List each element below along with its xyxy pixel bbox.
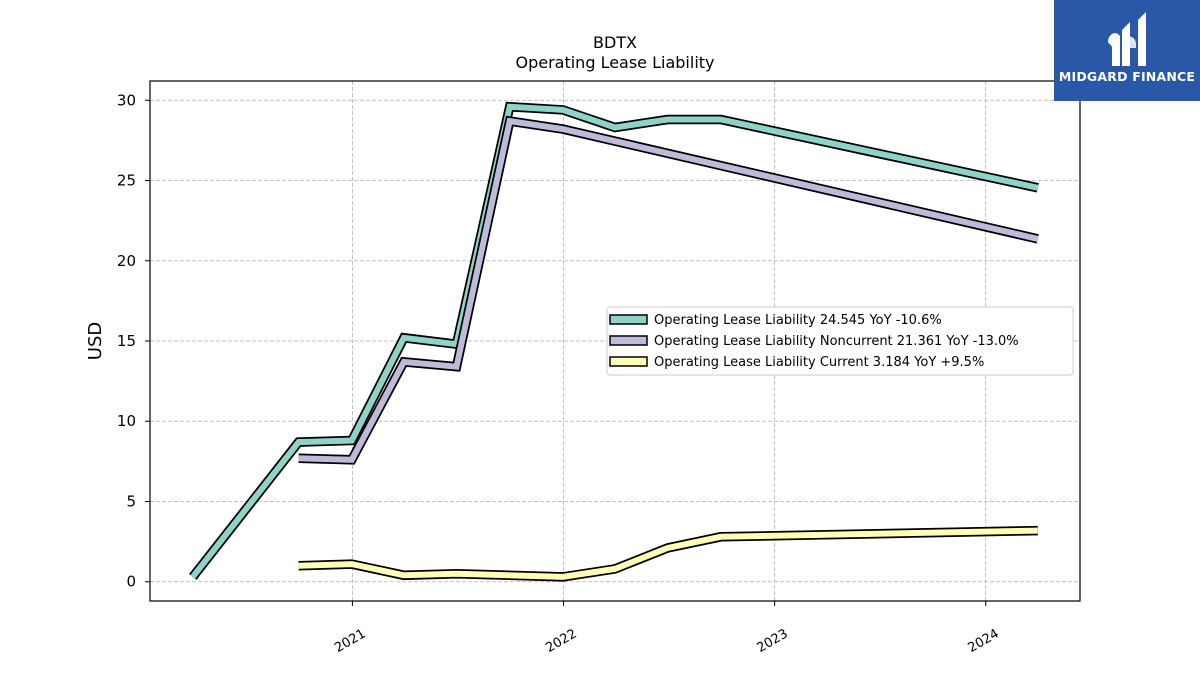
legend-box <box>606 306 1074 376</box>
series-line-2 <box>298 527 1038 580</box>
y-tick-label: 15 <box>117 332 136 350</box>
series-outline-2 <box>298 525 1038 582</box>
y-axis: 0 5 10 15 20 25 30 <box>117 91 150 591</box>
x-tick-label: 2021 <box>332 626 368 656</box>
legend: Operating Lease Liability 24.545 YoY -10… <box>606 306 1074 376</box>
x-tick-label: 2023 <box>754 626 790 656</box>
y-tick-label: 20 <box>117 252 136 270</box>
x-tick-label: 2024 <box>966 626 1002 656</box>
y-axis-label: USD <box>85 322 106 360</box>
y-tick-label: 5 <box>126 492 136 510</box>
logo-text: MIDGARD FINANCE <box>1058 69 1196 84</box>
legend-swatch <box>609 335 648 346</box>
x-tick-label: 2022 <box>543 626 579 656</box>
series-layer <box>189 101 1039 582</box>
legend-swatch <box>609 356 648 367</box>
midgard-finance-logo: MIDGARD FINANCE <box>1054 0 1200 101</box>
series-line-0 <box>190 103 1039 579</box>
legend-swatch <box>609 314 648 325</box>
series-line-1 <box>298 117 1039 463</box>
midgard-finance-logo-icon <box>1108 12 1146 66</box>
chart-subtitle: Operating Lease Liability <box>515 53 714 72</box>
y-tick-label: 30 <box>117 91 136 109</box>
y-tick-label: 10 <box>117 412 136 430</box>
y-tick-label: 25 <box>117 172 136 190</box>
legend-label: Operating Lease Liability 24.545 YoY -10… <box>654 313 942 328</box>
legend-label: Operating Lease Liability Current 3.184 … <box>654 355 984 370</box>
legend-label: Operating Lease Liability Noncurrent 21.… <box>654 334 1019 349</box>
chart-title: BDTX <box>593 33 637 52</box>
y-tick-label: 0 <box>126 573 136 591</box>
series-outline-1 <box>298 115 1039 465</box>
x-axis: 2021 2022 2023 2024 <box>332 601 1002 656</box>
